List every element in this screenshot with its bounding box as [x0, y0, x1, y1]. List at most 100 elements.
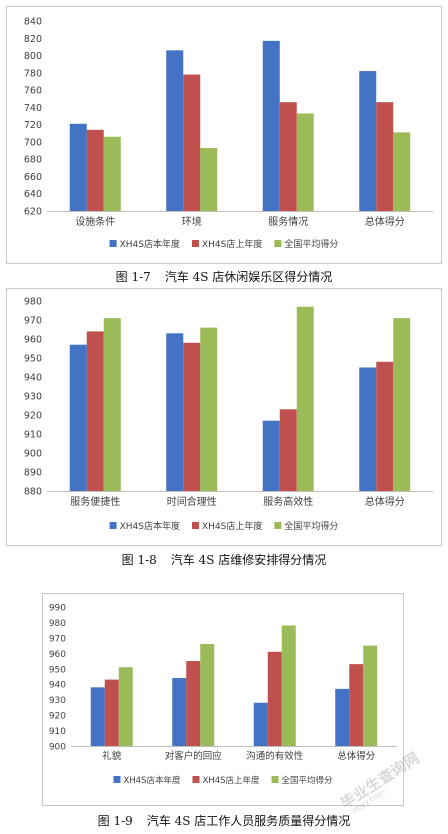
legend-label-3: 全国平均得分 [284, 520, 338, 532]
legend-swatch-3 [274, 240, 282, 247]
bar-2-1 [86, 331, 104, 491]
y-tick-label: 980 [49, 619, 66, 629]
category-label: 对客户的回应 [165, 750, 223, 762]
y-tick-label: 820 [24, 34, 42, 45]
bar-1-1 [90, 687, 105, 746]
bar-1-4 [335, 688, 350, 746]
y-tick-label: 900 [49, 743, 66, 753]
category-label: 服务情况 [268, 215, 308, 228]
y-tick-label: 720 [24, 120, 42, 131]
chart-3: 900 910 920 930 940 950 960 970 980 990 礼貌 对客户的回应 沟通… [49, 604, 397, 786]
bar-2-1 [104, 679, 119, 746]
bar-3-4 [363, 645, 378, 746]
legend-label-1: XH4S店本年度 [120, 520, 180, 532]
chart-1-frame: 620 640 660 680 700 720 740 760 780 800 820 840 设施条件… [6, 6, 442, 264]
y-tick-label: 970 [49, 634, 66, 644]
chart-2-frame: 880 890 900 910 920 930 940 950 960 970 980 服务便捷性 时间… [6, 288, 442, 546]
category-label: 时间合理性 [167, 495, 217, 508]
y-tick-label: 880 [24, 487, 42, 498]
bar-1-4 [359, 71, 377, 211]
y-tick-label: 640 [24, 189, 42, 200]
y-tick-label: 740 [24, 103, 42, 114]
y-tick-label: 900 [24, 449, 42, 460]
bar-2-3 [267, 651, 282, 746]
y-tick-label: 840 [24, 17, 42, 28]
chart-2-caption-text: 汽车 4S 店维修安排得分情况 [170, 553, 327, 567]
bar-2-4 [349, 664, 364, 746]
legend-swatch-2 [191, 522, 199, 529]
bar-1-1 [69, 344, 87, 491]
y-tick-label: 700 [24, 137, 42, 148]
bar-1-3 [262, 420, 280, 491]
bar-2-3 [279, 102, 297, 211]
category-label: 环境 [182, 215, 202, 228]
bar-3-3 [296, 306, 314, 491]
legend: XH4S店本年度 XH4S店上年度 全国平均得分 [113, 775, 333, 786]
y-tick-label: 910 [49, 727, 66, 737]
y-tick-label: 660 [24, 172, 42, 183]
bar-3-4 [393, 132, 411, 211]
category-label: 设施条件 [75, 215, 115, 228]
legend-label-1: XH4S店本年度 [123, 775, 181, 786]
bar-1-2 [166, 333, 184, 491]
y-tick-label: 620 [24, 207, 42, 218]
bar-3-3 [296, 113, 314, 211]
legend-label-2: XH4S店上年度 [202, 238, 262, 250]
legend-label-3: 全国平均得分 [282, 775, 334, 786]
bar-2-1 [86, 129, 104, 211]
category-label: 礼貌 [102, 750, 122, 762]
y-tick-label: 990 [49, 604, 66, 614]
legend: XH4S店本年度 XH4S店上年度 全国平均得分 [109, 520, 338, 532]
bar-3-4 [393, 318, 411, 491]
chart-3-frame: 900 910 920 930 940 950 960 970 980 990 礼貌 对客户的回应 沟通… [42, 593, 404, 806]
legend-swatch-3 [271, 776, 279, 783]
category-label: 总体得分 [365, 495, 405, 508]
category-label: 服务高效性 [263, 495, 313, 508]
bar-3-2 [200, 644, 215, 746]
y-tick-label: 940 [49, 681, 66, 691]
bar-1-2 [166, 50, 184, 212]
bar-2-3 [279, 409, 297, 491]
y-tick-label: 930 [24, 392, 42, 403]
chart-1-caption: 图 1-7 汽车 4S 店休闲娱乐区得分情况 [0, 268, 448, 285]
legend-swatch-1 [109, 522, 117, 529]
bar-3-1 [103, 136, 121, 211]
y-tick-label: 980 [24, 297, 42, 308]
bar-2-2 [183, 74, 201, 211]
chart-3-caption-text: 汽车 4S 店工作人员服务质量得分情况 [146, 814, 351, 828]
bar-1-1 [69, 123, 87, 211]
category-label: 总体得分 [365, 215, 405, 228]
y-tick-label: 890 [24, 468, 42, 479]
y-tick-label: 960 [49, 650, 66, 660]
y-tick-label: 970 [24, 316, 42, 327]
bar-3-1 [103, 318, 121, 491]
legend-swatch-3 [274, 522, 282, 529]
y-tick-label: 920 [24, 411, 42, 422]
y-tick-label: 930 [49, 696, 66, 706]
y-tick-label: 920 [49, 712, 66, 722]
bar-3-2 [200, 147, 218, 211]
bar-3-1 [118, 667, 133, 746]
legend-label-3: 全国平均得分 [284, 238, 338, 250]
legend-label-2: XH4S店上年度 [202, 520, 262, 532]
bar-1-4 [359, 367, 377, 491]
y-tick-label: 910 [24, 430, 42, 441]
chart-2: 880 890 900 910 920 930 940 950 960 970 980 服务便捷性 时间… [24, 297, 433, 532]
legend-swatch-1 [113, 776, 121, 783]
bar-2-4 [376, 102, 394, 211]
y-tick-label: 960 [24, 335, 42, 346]
bar-3-2 [200, 327, 218, 491]
chart-1: 620 640 660 680 700 720 740 760 780 800 820 840 设施条件… [24, 17, 433, 250]
legend: XH4S店本年度 XH4S店上年度 全国平均得分 [109, 238, 338, 250]
bar-2-2 [183, 342, 201, 491]
chart-3-caption: 图 1-9 汽车 4S 店工作人员服务质量得分情况 [0, 812, 448, 829]
chart-2-caption: 图 1-8 汽车 4S 店维修安排得分情况 [0, 551, 448, 568]
y-tick-label: 950 [24, 354, 42, 365]
legend-swatch-2 [191, 240, 199, 247]
legend-swatch-1 [109, 240, 117, 247]
category-label: 沟通的有效性 [246, 750, 304, 762]
bar-3-3 [281, 625, 296, 746]
bar-2-2 [186, 661, 201, 746]
y-tick-label: 680 [24, 155, 42, 166]
legend-label-2: XH4S店上年度 [202, 775, 260, 786]
